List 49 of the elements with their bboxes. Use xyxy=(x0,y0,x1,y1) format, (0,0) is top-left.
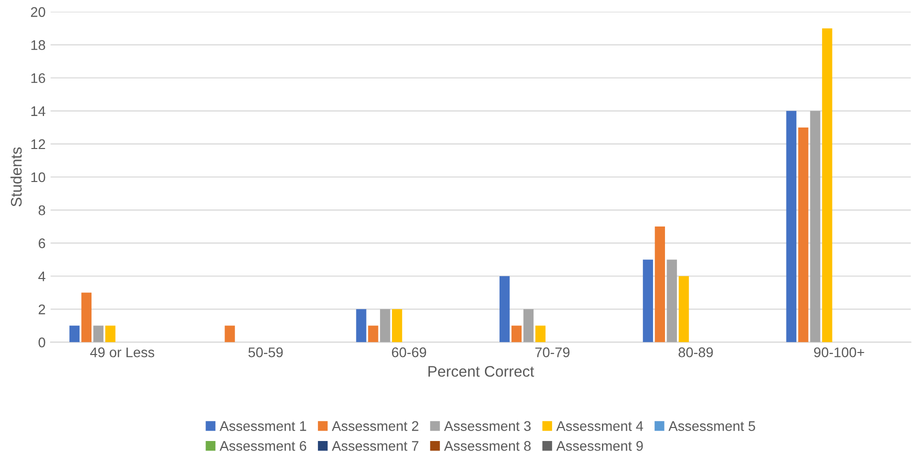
bar xyxy=(786,110,796,342)
y-tick-label: 6 xyxy=(38,238,46,248)
bar xyxy=(105,326,116,342)
legend-label: Assessment 4 xyxy=(556,421,644,431)
legend-label: Assessment 9 xyxy=(556,441,643,451)
x-axis-title: Percent Correct xyxy=(428,366,534,377)
legend-label: Assessment 2 xyxy=(332,421,418,431)
legend-label: Assessment 3 xyxy=(444,421,531,431)
bar xyxy=(810,110,820,342)
bar xyxy=(535,326,546,342)
y-tick-label: 4 xyxy=(38,272,46,282)
x-tick-label: 90-100+ xyxy=(814,347,864,358)
bar xyxy=(798,127,808,342)
legend-label: Assessment 1 xyxy=(220,421,306,431)
y-tick-label: 18 xyxy=(31,40,46,50)
y-tick-label: 8 xyxy=(38,205,46,216)
x-tick-label: 80-89 xyxy=(678,347,713,358)
bar xyxy=(678,276,689,342)
x-tick-label: 60-69 xyxy=(392,347,426,358)
x-tick-label: 50-59 xyxy=(248,347,283,358)
bar xyxy=(500,276,510,342)
y-tick-label: 20 xyxy=(30,7,46,17)
bar xyxy=(356,309,366,342)
y-tick-label: 14 xyxy=(31,106,46,116)
bar xyxy=(666,260,677,342)
x-tick-label: 70-79 xyxy=(535,347,570,358)
bar xyxy=(654,226,665,342)
x-tick-label: 49 or Less xyxy=(90,347,154,358)
legend-label: Assessment 7 xyxy=(332,441,418,451)
bar xyxy=(642,260,654,342)
y-tick-label: 10 xyxy=(31,172,46,182)
bar xyxy=(69,326,80,342)
bar xyxy=(368,326,378,342)
y-axis-title: Students xyxy=(10,147,22,206)
y-tick-label: 16 xyxy=(31,73,46,84)
legend-label: Assessment 6 xyxy=(220,441,306,451)
bar xyxy=(523,309,534,342)
bar xyxy=(224,326,235,342)
bar xyxy=(380,309,390,342)
y-tick-label: 12 xyxy=(31,139,46,149)
bar xyxy=(511,326,522,342)
bar xyxy=(392,309,402,342)
y-tick-label: 2 xyxy=(38,304,46,314)
bar xyxy=(93,326,104,342)
y-tick-label: 0 xyxy=(38,338,46,348)
bar xyxy=(822,28,832,342)
bar xyxy=(81,292,92,342)
legend-label: Assessment 8 xyxy=(444,441,531,451)
legend-label: Assessment 5 xyxy=(668,421,756,431)
